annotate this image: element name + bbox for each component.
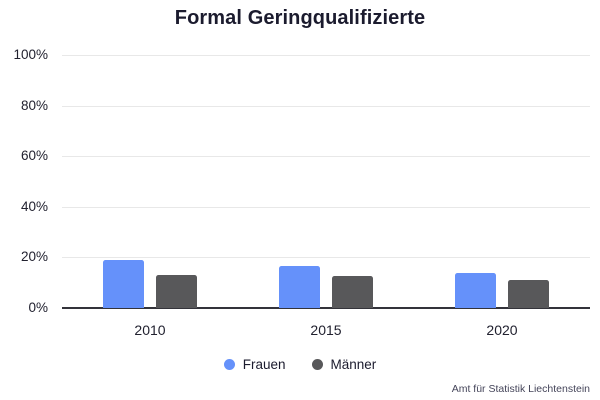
frauen-dot-icon (223, 359, 235, 370)
x-axis-line (62, 307, 590, 309)
x-axis-label-2010: 2010 (134, 322, 166, 338)
legend: Frauen Männer (0, 357, 600, 372)
y-axis-label-20: 20% (20, 249, 48, 264)
bar-frauen-2020 (455, 273, 496, 308)
y-axis-label-80: 80% (20, 98, 48, 113)
legend-item-frauen[interactable]: Frauen (223, 357, 286, 372)
gridline-100 (62, 55, 590, 56)
gridline-80 (62, 106, 590, 107)
x-axis-label-2015: 2015 (310, 322, 342, 338)
bar-frauen-2015 (279, 266, 320, 308)
gridline-60 (62, 156, 590, 157)
gridline-20 (62, 257, 590, 258)
maenner-dot-icon (311, 359, 323, 370)
y-axis-label-40: 40% (20, 199, 48, 214)
legend-item-maenner[interactable]: Männer (311, 357, 377, 372)
bar-maenner-2010 (156, 275, 197, 308)
legend-label-frauen: Frauen (242, 357, 286, 372)
legend-label-maenner: Männer (330, 357, 377, 372)
bar-maenner-2015 (332, 276, 373, 308)
x-axis-label-2020: 2020 (486, 322, 518, 338)
chart-title: Formal Geringqualifizierte (174, 7, 426, 29)
source-attribution: Amt für Statistik Liechtenstein (451, 383, 590, 395)
y-axis-label-60: 60% (20, 148, 48, 163)
bar-frauen-2010 (103, 260, 144, 308)
gridline-40 (62, 207, 590, 208)
bar-maenner-2020 (508, 280, 549, 308)
y-axis-label-0: 0% (28, 300, 48, 315)
y-axis-label-100: 100% (13, 47, 48, 62)
